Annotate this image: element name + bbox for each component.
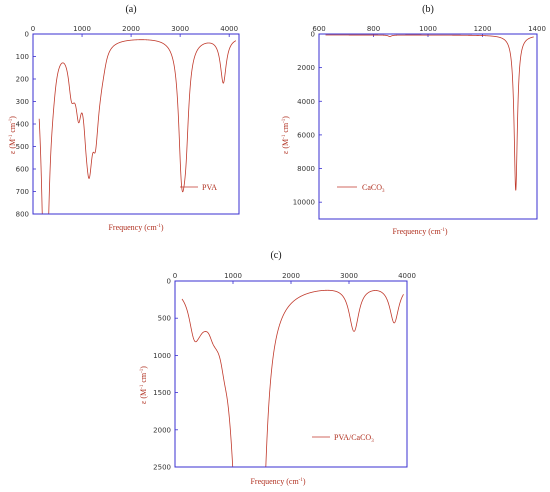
panel-b-y-axis-title: ε (M-1 cm-1) <box>281 116 290 154</box>
panel-c-x-tick-label: 4000 <box>398 272 416 280</box>
panel-b: (b) 600 800 1000 1200 1400 0 2000 4000 6000 8000 1… <box>281 4 546 236</box>
panel-c-y-tick-label: 1500 <box>153 389 171 397</box>
panel-b-y-tick-label: 10000 <box>293 199 315 207</box>
panel-a-x-tick-label: 0 <box>31 25 35 33</box>
panel-a-y-tick-label: 700 <box>16 188 29 196</box>
panel-c-legend-label: PVA/CaCO3 <box>334 433 374 444</box>
panel-c: (c) 0 1000 2000 3000 4000 0 500 1000 1500 2000 250… <box>139 250 416 486</box>
panel-b-spectrum-line <box>325 34 534 191</box>
panel-c-label: (c) <box>270 250 281 261</box>
panel-b-legend: CaCO3 <box>337 183 385 194</box>
panel-a-legend-label: PVA <box>202 183 217 192</box>
panel-a: (a) 0 1000 2000 3000 4000 0 100 200 300 400 500 600… <box>8 4 240 232</box>
panel-b-y-tick-label: 6000 <box>297 131 315 139</box>
panel-b-plot-frame <box>318 33 538 220</box>
panel-a-y-tick-label: 600 <box>16 166 29 174</box>
panel-a-y-tick-label: 200 <box>16 76 29 84</box>
panel-c-plot-frame <box>174 280 408 468</box>
panel-c-x-tick-label: 1000 <box>224 272 242 280</box>
panel-c-y-tick-label: 0 <box>167 278 171 286</box>
panel-a-ticks: 0 1000 2000 3000 4000 0 100 200 300 400 500 600 700 8… <box>16 25 238 219</box>
panel-a-plot-frame <box>32 33 240 215</box>
panel-a-y-axis-title: ε (M-1 cm-1) <box>8 116 17 154</box>
panel-a-x-tick-label: 1000 <box>73 25 91 33</box>
panel-c-y-tick-label: 2000 <box>153 426 171 434</box>
panel-c-y-tick-label: 500 <box>158 315 171 323</box>
panel-b-y-tick-label: 0 <box>311 31 315 39</box>
panel-b-y-tick-label: 8000 <box>297 165 315 173</box>
panel-a-y-tick-label: 500 <box>16 143 29 151</box>
panel-a-x-tick-label: 2000 <box>122 25 140 33</box>
panel-b-x-tick-label: 1200 <box>474 25 492 33</box>
panel-c-legend: PVA/CaCO3 <box>312 433 374 444</box>
panel-c-x-tick-label: 0 <box>173 272 177 280</box>
panel-a-y-tick-label: 400 <box>16 121 29 129</box>
panel-a-legend: PVA <box>180 183 217 192</box>
panel-a-y-tick-label: 100 <box>16 53 29 61</box>
panel-b-legend-label: CaCO3 <box>362 183 385 194</box>
panel-a-spectrum-line <box>38 39 237 215</box>
panel-a-y-tick-label: 300 <box>16 98 29 106</box>
panel-b-x-tick-label: 1400 <box>528 25 546 33</box>
panel-a-x-tick-label: 3000 <box>171 25 189 33</box>
panel-a-y-tick-label: 0 <box>25 31 29 39</box>
panel-b-x-tick-label: 800 <box>367 25 380 33</box>
panel-b-y-tick-label: 4000 <box>297 98 315 106</box>
panel-b-ticks: 600 800 1000 1200 1400 0 2000 4000 6000 8000 10000 <box>293 25 546 207</box>
panel-b-label: (b) <box>422 4 434 15</box>
panel-a-x-axis-title: Frequency (cm-1) <box>108 223 163 232</box>
panel-c-x-tick-label: 3000 <box>340 272 358 280</box>
panel-b-x-tick-label: 600 <box>312 25 325 33</box>
panel-c-y-tick-label: 1000 <box>153 352 171 360</box>
panel-c-y-axis-title: ε (M-1 cm-1) <box>139 366 148 404</box>
panel-b-y-tick-label: 2000 <box>297 64 315 72</box>
panel-b-x-tick-label: 1000 <box>419 25 437 33</box>
panel-c-ticks: 0 1000 2000 3000 4000 0 500 1000 1500 2000 2500 <box>153 272 416 472</box>
panel-a-x-tick-label: 4000 <box>220 25 238 33</box>
panel-c-x-axis-title: Frequency (cm-1) <box>250 477 305 486</box>
panel-c-y-tick-label: 2500 <box>153 464 171 472</box>
panel-c-spectrum-line <box>181 289 404 468</box>
panel-a-y-tick-label: 800 <box>16 211 29 219</box>
panel-c-x-tick-label: 2000 <box>282 272 300 280</box>
panel-b-x-axis-title: Frequency (cm-1) <box>392 227 447 236</box>
panel-a-label: (a) <box>125 4 136 15</box>
